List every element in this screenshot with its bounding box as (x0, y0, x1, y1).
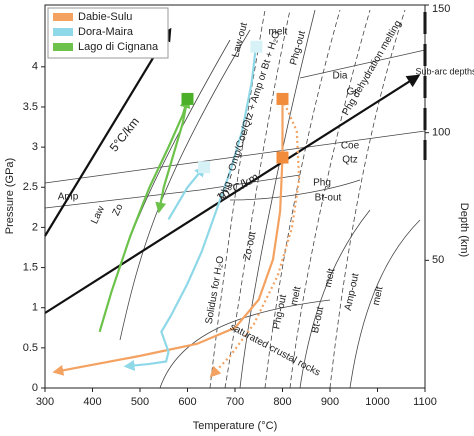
x-axis-title: Temperature (°C) (193, 420, 277, 432)
y-tick-label: 1.5 (23, 261, 38, 273)
y-tick-label: 0 (32, 382, 38, 394)
annotation: Phg (313, 178, 331, 189)
x-tick-label: 1100 (413, 396, 437, 408)
x-tick-label: 700 (226, 396, 244, 408)
annotation: Zo (111, 202, 126, 218)
legend-label: Lago di Cignana (78, 41, 159, 53)
y2-axis-title: Depth (km) (458, 203, 470, 257)
annotation: Coe (341, 141, 360, 152)
pt-path (123, 42, 258, 371)
legend-label: Dora-Maira (78, 26, 134, 38)
annotation: Phg-out (288, 29, 308, 66)
y-axis-title: Pressure (GPa) (4, 158, 16, 234)
annotation: melt (289, 285, 304, 306)
annotation: melt (371, 285, 386, 306)
peak-marker (276, 92, 289, 105)
annotation: Bt-out (315, 193, 342, 204)
legend-label: Dabie-Sulu (78, 11, 132, 23)
annotation: melt (269, 27, 288, 38)
annotation: Zo-out (242, 231, 259, 262)
annotation: Solidus for H₂O (204, 255, 227, 325)
annotation: Gr (346, 87, 358, 98)
y2-tick-label: 100 (432, 127, 450, 139)
y-tick-label: 1 (32, 302, 38, 314)
x-tick-label: 900 (321, 396, 339, 408)
legend-swatch (53, 43, 73, 51)
annotation: Law (89, 204, 107, 226)
legend-swatch (53, 28, 73, 36)
peak-marker (198, 161, 211, 174)
x-tick-label: 800 (273, 396, 291, 408)
reaction-curves (44, 9, 427, 389)
peak-marker (250, 40, 263, 53)
y2-tick-label: 50 (432, 254, 444, 266)
legend-swatch (53, 13, 73, 21)
annotation: Amp-out (343, 272, 362, 311)
y-tick-label: 3.5 (23, 101, 38, 113)
annotation: Phg dehydration melting (340, 19, 403, 118)
legend: Dabie-Sulu Dora-Maira Lago di Cignana (47, 7, 169, 59)
annotation: Qtz (342, 155, 358, 166)
annotation: 5°C/km (107, 115, 142, 155)
y-tick-label: 2.5 (23, 181, 38, 193)
x-tick-label: 500 (131, 396, 149, 408)
peak-marker (181, 92, 194, 105)
y-tick-label: 0.5 (23, 342, 38, 354)
annotation: Law-out (230, 21, 250, 58)
annotation: Phg-out (271, 294, 289, 331)
pt-path (167, 165, 206, 220)
annotation: melt (323, 267, 338, 288)
pt-path (98, 96, 191, 333)
annotation: Amp (58, 192, 79, 203)
x-tick-label: 600 (178, 396, 196, 408)
pt-path (52, 98, 284, 376)
y-tick-label: 2 (32, 221, 38, 233)
y-tick-label: 3 (32, 141, 38, 153)
annotation: Dia (332, 71, 347, 82)
y-tick-label: 4 (32, 61, 38, 73)
annotation: Bt-out (310, 306, 326, 335)
x-tick-label: 400 (83, 396, 101, 408)
annotation: Sub-arc depths (415, 66, 474, 76)
x-tick-label: 300 (36, 396, 54, 408)
pt-path (155, 98, 189, 214)
y2-tick-label: 150 (432, 3, 450, 15)
x-tick-label: 1000 (365, 396, 389, 408)
peak-marker (276, 151, 289, 164)
